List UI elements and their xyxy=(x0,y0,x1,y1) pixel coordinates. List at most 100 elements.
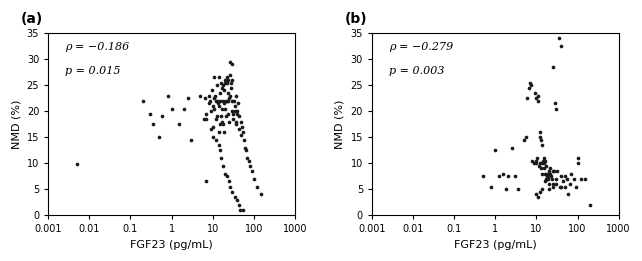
Point xyxy=(224,179,234,183)
Point xyxy=(220,171,230,176)
Point xyxy=(200,96,210,100)
Point xyxy=(537,171,548,176)
Point xyxy=(568,177,578,181)
Point xyxy=(234,127,245,132)
X-axis label: FGF23 (pg/mL): FGF23 (pg/mL) xyxy=(454,240,537,250)
Point xyxy=(209,75,220,80)
Point xyxy=(503,174,513,178)
Point xyxy=(556,174,566,178)
Point xyxy=(522,96,532,100)
Point xyxy=(533,99,543,103)
Point xyxy=(248,177,259,181)
Point xyxy=(544,182,554,186)
Point xyxy=(166,106,177,111)
Point xyxy=(548,65,558,69)
Point xyxy=(534,164,544,168)
Point xyxy=(211,99,221,103)
Point xyxy=(137,99,148,103)
Point xyxy=(547,177,557,181)
Point xyxy=(232,112,243,116)
Point xyxy=(228,112,238,116)
Point xyxy=(183,96,193,100)
Point xyxy=(216,156,226,160)
Point xyxy=(218,130,229,134)
Point xyxy=(486,185,496,189)
Point xyxy=(536,166,546,170)
Point xyxy=(235,208,245,212)
Point xyxy=(230,195,240,199)
Point xyxy=(234,203,245,207)
Point xyxy=(241,148,251,152)
Point xyxy=(537,187,548,191)
Point xyxy=(205,99,215,103)
Point xyxy=(214,130,224,134)
Point xyxy=(173,122,184,126)
Point xyxy=(527,159,537,163)
Point xyxy=(538,159,548,163)
Point xyxy=(256,192,266,197)
Point xyxy=(551,177,561,181)
Point xyxy=(221,114,231,118)
Point xyxy=(223,78,234,82)
Point xyxy=(550,101,560,105)
Point xyxy=(526,83,537,87)
Point xyxy=(225,185,236,189)
Point xyxy=(221,99,232,103)
Point xyxy=(224,120,234,124)
Point xyxy=(198,117,209,121)
Point xyxy=(490,148,501,152)
Point xyxy=(214,148,225,152)
Point xyxy=(536,138,546,142)
Y-axis label: NMD (%): NMD (%) xyxy=(11,99,21,149)
Point xyxy=(542,177,552,181)
Point xyxy=(221,99,231,103)
Point xyxy=(232,109,243,113)
Point xyxy=(539,156,549,160)
Point xyxy=(207,125,218,129)
Point xyxy=(227,78,238,82)
Point xyxy=(213,114,223,118)
Point xyxy=(223,99,234,103)
Point xyxy=(537,161,547,165)
Point xyxy=(236,133,247,137)
Point xyxy=(539,166,549,170)
Point xyxy=(186,138,196,142)
Point xyxy=(573,161,583,165)
Point xyxy=(551,182,561,186)
Point xyxy=(221,174,232,178)
Point xyxy=(232,198,243,202)
Point xyxy=(225,80,236,85)
Point xyxy=(211,138,221,142)
Point xyxy=(214,143,224,147)
Point xyxy=(535,130,546,134)
Point xyxy=(148,122,158,126)
Point xyxy=(556,185,566,189)
Point xyxy=(214,75,225,80)
Point xyxy=(213,99,223,103)
Y-axis label: NMD (%): NMD (%) xyxy=(335,99,345,149)
Point xyxy=(532,159,542,163)
Point xyxy=(532,192,542,197)
Point xyxy=(218,83,229,87)
Point xyxy=(209,96,219,100)
Point xyxy=(220,78,230,82)
Point xyxy=(214,99,225,103)
Point xyxy=(215,91,225,95)
Point xyxy=(541,164,551,168)
Point xyxy=(563,192,573,197)
Point xyxy=(222,112,232,116)
Point xyxy=(242,156,252,160)
Point xyxy=(239,146,250,150)
Point xyxy=(556,44,566,48)
Point xyxy=(541,177,551,181)
Point xyxy=(214,122,225,126)
Point xyxy=(231,120,241,124)
Point xyxy=(222,80,232,85)
Point xyxy=(247,169,257,173)
Point xyxy=(216,114,226,118)
Point xyxy=(225,93,235,98)
Point xyxy=(533,195,543,199)
Point xyxy=(553,36,564,40)
Point xyxy=(231,122,241,126)
Point xyxy=(218,122,229,126)
